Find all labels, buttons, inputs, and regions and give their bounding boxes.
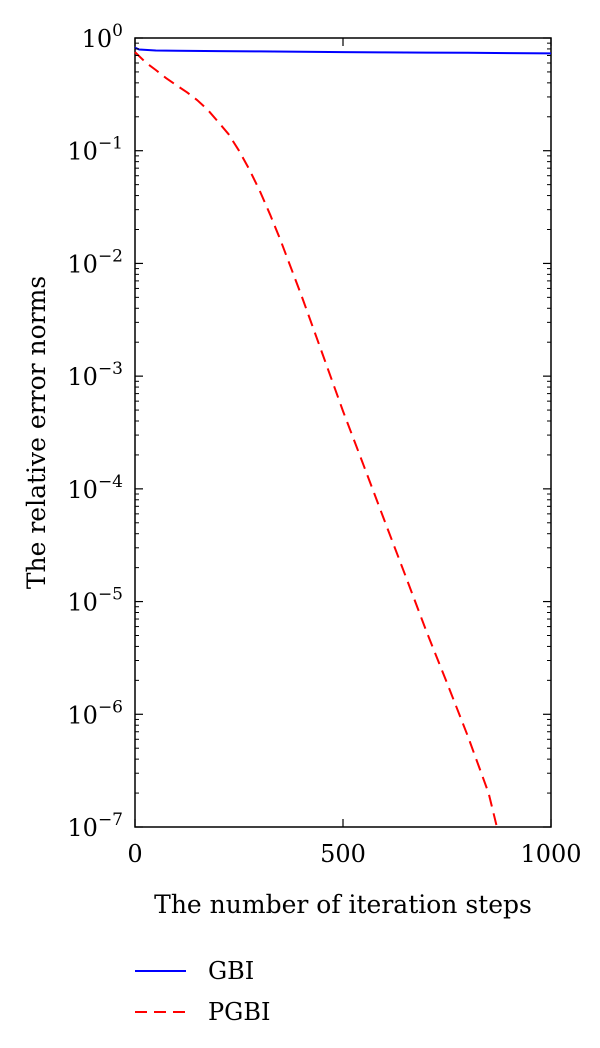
y-tick-label: 10−7 (67, 810, 123, 842)
plot-frame (134, 37, 552, 828)
series-line-pgbi (134, 51, 498, 828)
x-tick-label: 1000 (520, 840, 581, 868)
series-line-gbi (134, 46, 552, 55)
y-tick-label: 100 (82, 21, 123, 53)
x-axis: 0 500 1000 (127, 38, 582, 868)
y-tick-label: 10−1 (67, 134, 123, 166)
x-tick-label: 0 (127, 840, 142, 868)
y-tick-label: 10−5 (67, 585, 123, 617)
x-axis-title: The number of iteration steps (154, 890, 532, 919)
y-axis: 100 10−1 10−2 10−3 10−4 10−5 10−6 10−7 (67, 21, 551, 842)
x-tick-label: 500 (320, 840, 366, 868)
legend: GBI PGBI (135, 957, 270, 1026)
legend-label-gbi: GBI (208, 957, 254, 985)
y-axis-title: The relative error norms (22, 276, 51, 589)
plot-area (134, 37, 552, 828)
y-tick-label: 10−3 (67, 359, 123, 391)
y-tick-label: 10−2 (67, 246, 123, 278)
legend-label-pgbi: PGBI (208, 998, 270, 1026)
y-tick-label: 10−4 (67, 472, 123, 504)
series-layer (134, 46, 552, 828)
y-tick-label: 10−6 (67, 697, 123, 729)
